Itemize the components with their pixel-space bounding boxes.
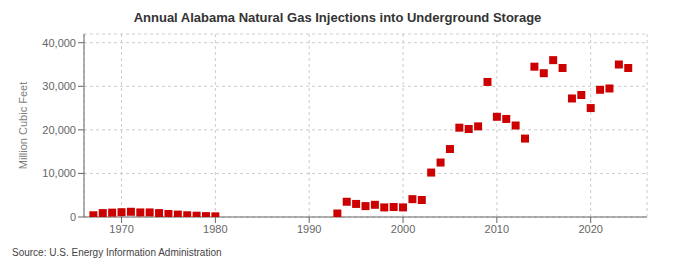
svg-text:1980: 1980 (203, 223, 227, 235)
svg-text:1970: 1970 (109, 223, 133, 235)
html-text:Source: U.S. Energy Informatio: Source: U.S. Energy Information Administ… (12, 247, 222, 258)
html-text:Annual Alabama Natural Gas Inj: Annual Alabama Natural Gas Injections in… (133, 10, 542, 25)
svg-text:2000: 2000 (391, 223, 415, 235)
svg-text:20,000: 20,000 (42, 124, 76, 136)
svg-text:10,000: 10,000 (42, 167, 76, 179)
svg-text:0: 0 (70, 211, 76, 223)
svg-text:2010: 2010 (485, 223, 509, 235)
svg-text:1990: 1990 (297, 223, 321, 235)
svg-text:40,000: 40,000 (42, 37, 76, 49)
svg-text:30,000: 30,000 (42, 80, 76, 92)
svg-text:Million Cubic Feet: Million Cubic Feet (17, 82, 29, 169)
svg-text:2020: 2020 (578, 223, 602, 235)
